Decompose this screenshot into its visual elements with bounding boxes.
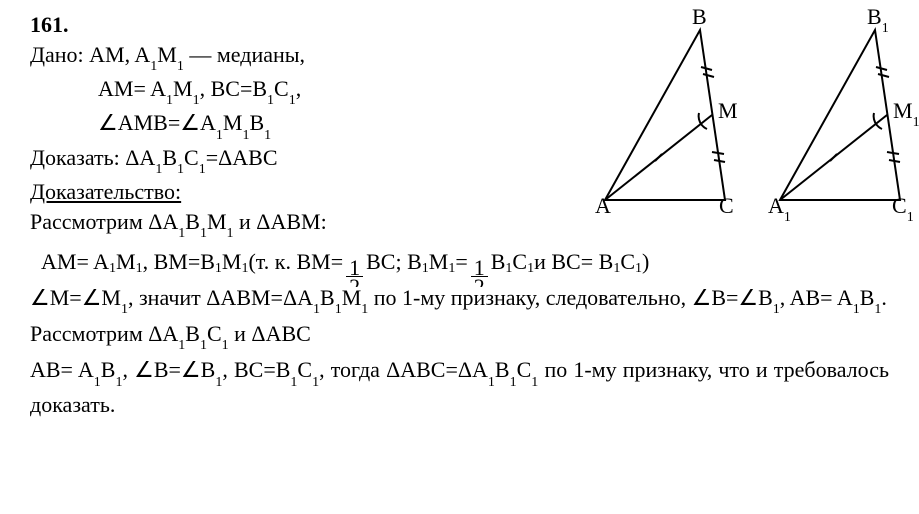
- label-B: B: [692, 6, 707, 28]
- para-1: ∠M=∠M1, значит ΔABM=ΔA1B1M1 по 1-му приз…: [30, 283, 889, 317]
- given-prefix: Дано:: [30, 42, 89, 67]
- problem-statement: 161. Дано: AM, A1M1 — медианы, AM= A1M1,…: [30, 10, 585, 241]
- figures-container: A B C M A1 B1 C1 M1: [585, 10, 919, 241]
- line-equation: AM= A1M1, BM=B1M1 (т. к. BM=12 BC; B1M1=…: [30, 247, 889, 281]
- label-M1: M1: [893, 100, 919, 127]
- label-A: A: [595, 195, 611, 217]
- label-M: M: [718, 100, 738, 122]
- line-consider-1: Рассмотрим ΔA1B1M1 и ΔABM:: [30, 207, 585, 241]
- line-proof-label: Доказательство:: [30, 177, 585, 207]
- label-A1: A1: [768, 195, 791, 222]
- figure-triangle-abc: A B C M: [585, 10, 750, 241]
- label-C1: C1: [892, 195, 914, 222]
- proof-body: AM= A1M1, BM=B1M1 (т. к. BM=12 BC; B1M1=…: [30, 247, 889, 420]
- line-given-3: ∠AMB=∠A1M1B1: [30, 108, 585, 142]
- para-2: AB= A1B1, ∠B=∠B1, BC=B1C1, тогда ΔABC=ΔA…: [30, 355, 889, 419]
- figure-triangle-a1b1c1: A1 B1 C1 M1: [760, 10, 919, 241]
- line-given-1: 161. Дано: AM, A1M1 — медианы,: [30, 10, 585, 74]
- fraction-half-2: 12: [471, 258, 488, 287]
- line-prove: Доказать: ΔA1B1C1=ΔABC: [30, 143, 585, 177]
- line-given-2: AM= A1M1, BC=B1C1,: [30, 74, 585, 108]
- label-B1: B1: [867, 6, 889, 33]
- problem-number: 161.: [30, 12, 69, 37]
- label-C: C: [719, 195, 734, 217]
- fraction-half-1: 12: [346, 258, 363, 287]
- line-consider-2: Рассмотрим ΔA1B1C1 и ΔABC: [30, 319, 889, 353]
